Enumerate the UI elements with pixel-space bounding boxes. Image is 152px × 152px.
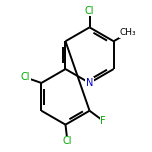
Text: CH₃: CH₃ — [120, 28, 136, 37]
Text: N: N — [86, 78, 93, 88]
Text: Cl: Cl — [85, 6, 94, 16]
Text: F: F — [100, 116, 106, 126]
Text: Cl: Cl — [63, 136, 72, 146]
Text: Cl: Cl — [21, 73, 30, 83]
